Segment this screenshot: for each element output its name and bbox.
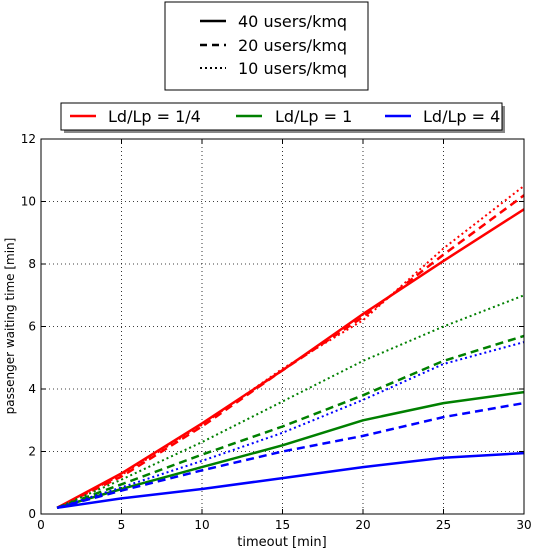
series-line-3 [56,390,525,509]
color-legend: Ld/Lp = 1/4 Ld/Lp = 1 Ld/Lp = 4 [60,102,505,133]
series-line-0 [56,208,525,509]
x-tick-label: 0 [37,518,45,532]
y-tick-label: 4 [28,382,36,396]
axis-ticks: 0 5 10 15 20 25 30 0 2 4 6 8 10 12 [21,132,532,532]
series-line-8 [56,341,525,509]
series-line-2 [56,185,525,509]
y-tick-label: 0 [28,507,36,521]
series-lines [56,185,525,510]
legend-label-10-users: 10 users/kmq [238,59,347,78]
legend-label-ratio-quarter: Ld/Lp = 1/4 [108,107,201,126]
y-tick-label: 12 [21,132,36,146]
x-tick-label: 10 [194,518,209,532]
linestyle-legend-box [164,1,369,91]
grid [41,139,524,514]
x-tick-label: 5 [118,518,126,532]
series-line-5 [56,294,525,509]
legend-label-ratio-four: Ld/Lp = 4 [423,107,500,126]
linestyle-legend: 40 users/kmq 20 users/kmq 10 users/kmq [164,1,369,91]
x-tick-label: 15 [275,518,290,532]
series-line-1 [56,194,525,509]
x-tick-label: 20 [355,518,370,532]
y-tick-label: 8 [28,257,36,271]
legend-label-ratio-one: Ld/Lp = 1 [275,107,352,126]
x-tick-label: 25 [436,518,451,532]
legend-label-20-users: 20 users/kmq [238,36,347,55]
legend-label-40-users: 40 users/kmq [238,12,347,31]
y-tick-label: 10 [21,195,36,209]
series-line-4 [56,334,525,509]
color-legend-box [60,102,503,131]
x-axis-label: timeout [min] [237,535,326,550]
y-tick-label: 6 [28,320,36,334]
x-tick-label: 30 [516,518,531,532]
y-tick-label: 2 [28,445,36,459]
series-line-7 [56,401,525,510]
series-line-6 [56,451,525,510]
y-axis-label: passenger waiting time [min] [3,238,17,415]
